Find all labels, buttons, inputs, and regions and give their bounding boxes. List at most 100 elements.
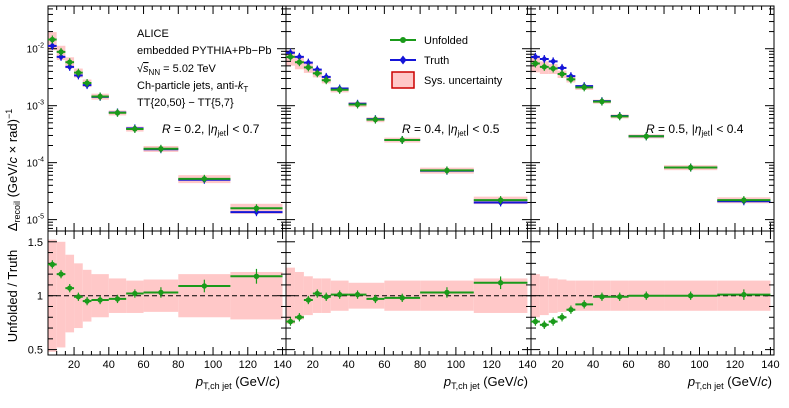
unfolded-point [97,93,103,100]
sys-band-ratio [539,276,549,316]
ratio-point [399,295,405,301]
unfolded-point [532,60,539,67]
x-tick-label: 140 [518,359,536,371]
x-tick-label: 20 [307,359,319,371]
ratio-point [97,297,103,303]
experiment-label: ALICE [137,28,169,40]
unfolded-point [58,49,64,55]
truth-point [550,57,557,65]
sys-band-ratio [548,278,558,313]
ratio-point [550,318,556,325]
ratio-tick-label: 0.5 [28,345,43,357]
svg-text:Unfolded: Unfolded [424,35,468,47]
ratio-point [599,294,605,300]
unfolded-point [132,126,138,132]
unfolded-point [84,80,90,86]
ratio-point [541,322,548,328]
unfolded-point [114,110,121,116]
x-axis-label-1: pT,ch jet (GeV/c) [195,374,280,391]
unfolded-point [643,133,649,140]
unfolded-point [158,146,164,152]
legend-unfolded: Unfolded [390,35,468,47]
unfolded-point [287,54,294,60]
unfolded-point [568,76,574,83]
ratio-point [296,314,303,320]
x-tick-label: 100 [690,359,708,371]
jets-label: Ch-particle jets, anti-kT [137,80,248,94]
unfolded-point [323,77,329,83]
ratio-point [58,271,64,277]
legend: Unfolded Truth Sys. uncertainty [390,35,503,89]
truth-point [559,64,566,72]
panel-label-r05: R = 0.5, |ηjet| < 0.4 [646,122,744,138]
ratio-point [158,289,164,296]
unfolded-point [497,197,504,203]
sys-band-ratio [294,271,304,320]
x-tick-label: 80 [414,359,426,371]
truth-point [58,53,65,61]
ratio-point [372,296,379,302]
sys-band-ratio [566,280,576,311]
ratio-point [305,297,312,303]
ratio-point [497,280,504,286]
unfolded-point [201,176,208,182]
legend-truth: Truth [390,55,449,67]
truth-point [532,53,539,61]
x-tick-label: 80 [172,359,184,371]
unfolded-point [559,71,565,77]
unfolded-point [399,137,405,143]
ratio-point [132,290,138,297]
points-layer [48,35,771,329]
ratio-point [741,291,747,298]
unfolded-point [336,87,343,93]
tt-label: TT{20,50} − TT{5,7} [137,97,234,109]
y-tick-label: 10-5 [27,214,44,227]
y-tick-label: 10-3 [27,100,44,113]
ratio-point [643,292,649,299]
ratio-point [67,285,73,291]
truth-point [296,53,303,61]
ratio-point [336,291,343,298]
unfolded-point [550,65,556,72]
generator-label: embedded PYTHIA+Pb−Pb [137,45,272,57]
x-tick-label: 100 [204,359,222,371]
unfolded-point [354,101,361,108]
panel-label-r04: R = 0.4, |ηjet| < 0.5 [402,122,500,138]
unfolded-point [616,113,623,120]
ratio-point [568,307,574,313]
ratio-point [201,283,208,289]
x-tick-label: 120 [239,359,257,371]
x-tick-label: 120 [482,359,500,371]
ratio-point [559,314,565,320]
x-tick-label: 140 [761,359,779,371]
sys-band-ratio [56,241,66,348]
energy-label: √sNN = 5.02 TeV [137,63,217,77]
x-tick-label: 20 [68,359,80,371]
x-tick-label: 60 [622,359,634,371]
ratio-point [323,294,329,300]
ratio-tick-label: 1.5 [28,237,43,249]
ratio-point [287,318,294,325]
truth-point [287,49,294,57]
unfolded-point [75,69,82,76]
unfolded-point [581,84,587,91]
truth-point [66,63,73,71]
svg-text:Sys. uncertainty: Sys. uncertainty [424,75,503,87]
truth-point [49,42,56,50]
x-tick-label: 120 [726,359,744,371]
x-axis-label-3: pT,ch jet (GeV/c) [687,374,772,391]
ratio-point [314,290,320,297]
ratio-point [532,318,539,325]
y-axis-label: Δrecoil (GeV/c × rad)−1 [4,109,22,231]
x-tick-label: 60 [378,359,390,371]
unfolded-point [296,59,303,65]
ratio-point [581,301,587,308]
annotation-block: ALICE embedded PYTHIA+Pb−Pb √sNN = 5.02 … [137,28,272,109]
ratio-point [84,298,90,304]
x-tick-label: 40 [342,359,354,371]
ratio-point [444,289,450,296]
x-tick-label: 100 [447,359,465,371]
unfolded-point [49,36,56,43]
ticks-layer: 10-5 10-4 10-3 10-2 20 40 60 80 100 120 140 0.5 1 1.5… [27,6,780,371]
